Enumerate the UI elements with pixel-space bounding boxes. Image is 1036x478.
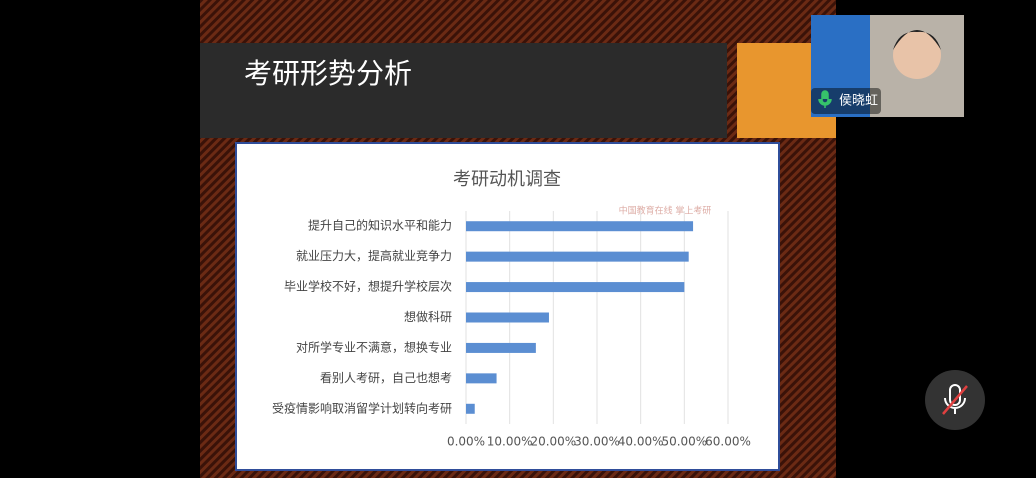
chart-frame (235, 142, 780, 471)
y-tick-label: 想做科研 (404, 309, 452, 324)
title-bar (200, 43, 727, 138)
y-tick-label: 毕业学校不好，想提升学校层次 (284, 279, 452, 294)
mic-icon (818, 90, 832, 108)
x-tick-label: 0.00% (447, 435, 485, 449)
y-tick-label: 就业压力大，提高就业竞争力 (296, 248, 452, 263)
x-tick-label: 20.00% (530, 435, 576, 449)
y-tick-label: 受疫情影响取消留学计划转向考研 (272, 400, 452, 415)
bar (466, 221, 694, 232)
bar (466, 342, 536, 353)
bar (466, 373, 497, 384)
x-tick-label: 50.00% (661, 435, 707, 449)
mute-slash (942, 385, 968, 415)
hair (893, 30, 941, 50)
x-tick-label: 10.00% (487, 435, 533, 449)
x-tick-label: 40.00% (618, 435, 664, 449)
slide-title: 考研形势分析 (244, 57, 412, 90)
bar (466, 251, 689, 262)
face (893, 31, 941, 79)
watermark: 中国教育在线 掌上考研 (619, 205, 712, 217)
participant-name: 侯晓虹 (839, 94, 878, 109)
bar (466, 312, 549, 323)
bar (466, 282, 685, 293)
plot: 0.00% 10.00%20.00%30.00%40.00%50.00%60.00… (272, 211, 751, 449)
x-tick-label: 60.00% (705, 435, 751, 449)
y-tick-label: 提升自己的知识水平和能力 (308, 218, 452, 233)
bar (466, 403, 475, 414)
x-tick-label: 30.00% (574, 435, 620, 449)
y-tick-label: 对所学专业不满意，想换专业 (296, 339, 452, 354)
chart-title: 考研动机调查 (453, 169, 561, 190)
y-tick-label: 看别人考研，自己也想考 (320, 370, 452, 385)
